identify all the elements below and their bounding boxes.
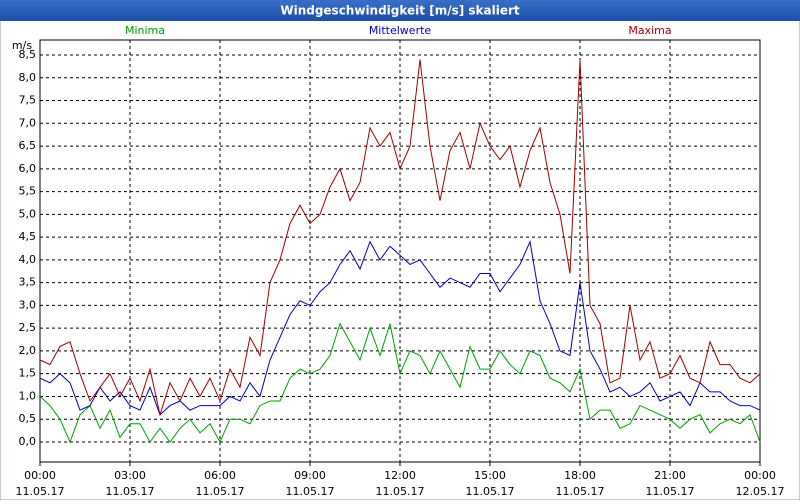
y-tick-label: 2,0 (19, 344, 37, 357)
x-tick-label: 00:00 (744, 469, 776, 482)
title-bar (0, 0, 800, 21)
x-tick-date: 11.05.17 (646, 485, 695, 498)
y-tick-label: 0,0 (19, 435, 37, 448)
y-tick-label: 4,5 (19, 230, 37, 243)
y-tick-label: 8,0 (19, 71, 37, 84)
y-tick-label: 6,0 (19, 162, 37, 175)
x-tick-date: 12.05.17 (736, 485, 785, 498)
legend-entry: Maxima (628, 24, 671, 37)
y-tick-label: 7,5 (19, 94, 37, 107)
x-tick-label: 00:00 (24, 469, 56, 482)
y-tick-label: 4,0 (19, 253, 37, 266)
x-tick-label: 06:00 (204, 469, 236, 482)
x-tick-date: 11.05.17 (466, 485, 515, 498)
y-tick-label: 2,5 (19, 321, 37, 334)
y-tick-label: 1,0 (19, 389, 37, 402)
y-tick-label: 5,5 (19, 185, 37, 198)
x-tick-label: 09:00 (294, 469, 326, 482)
y-tick-label: 3,0 (19, 298, 37, 311)
x-tick-date: 11.05.17 (16, 485, 65, 498)
y-tick-label: 8,5 (19, 48, 37, 61)
y-tick-label: 0,5 (19, 412, 37, 425)
data-line (39, 322, 761, 444)
x-tick-label: 12:00 (384, 469, 416, 482)
x-tick-label: 15:00 (474, 469, 506, 482)
x-tick-label: 21:00 (654, 469, 686, 482)
x-tick-date: 11.05.17 (286, 485, 335, 498)
chart-title: Windgeschwindigkeit [m/s] skaliert (280, 4, 520, 18)
legend-entry: Minima (125, 24, 165, 37)
x-tick-date: 11.05.17 (196, 485, 245, 498)
y-tick-label: 5,0 (19, 207, 37, 220)
x-tick-label: 18:00 (564, 469, 596, 482)
x-tick-date: 11.05.17 (376, 485, 425, 498)
legend-entry: Mittelwerte (369, 24, 432, 37)
y-tick-label: 1,5 (19, 367, 37, 380)
x-tick-date: 11.05.17 (106, 485, 155, 498)
y-tick-label: 7,0 (19, 116, 37, 129)
x-tick-label: 03:00 (114, 469, 146, 482)
data-line (39, 59, 761, 417)
x-tick-date: 11.05.17 (556, 485, 605, 498)
y-tick-label: 3,5 (19, 276, 37, 289)
y-unit: m/s (12, 39, 32, 52)
y-tick-label: 6,5 (19, 139, 37, 152)
